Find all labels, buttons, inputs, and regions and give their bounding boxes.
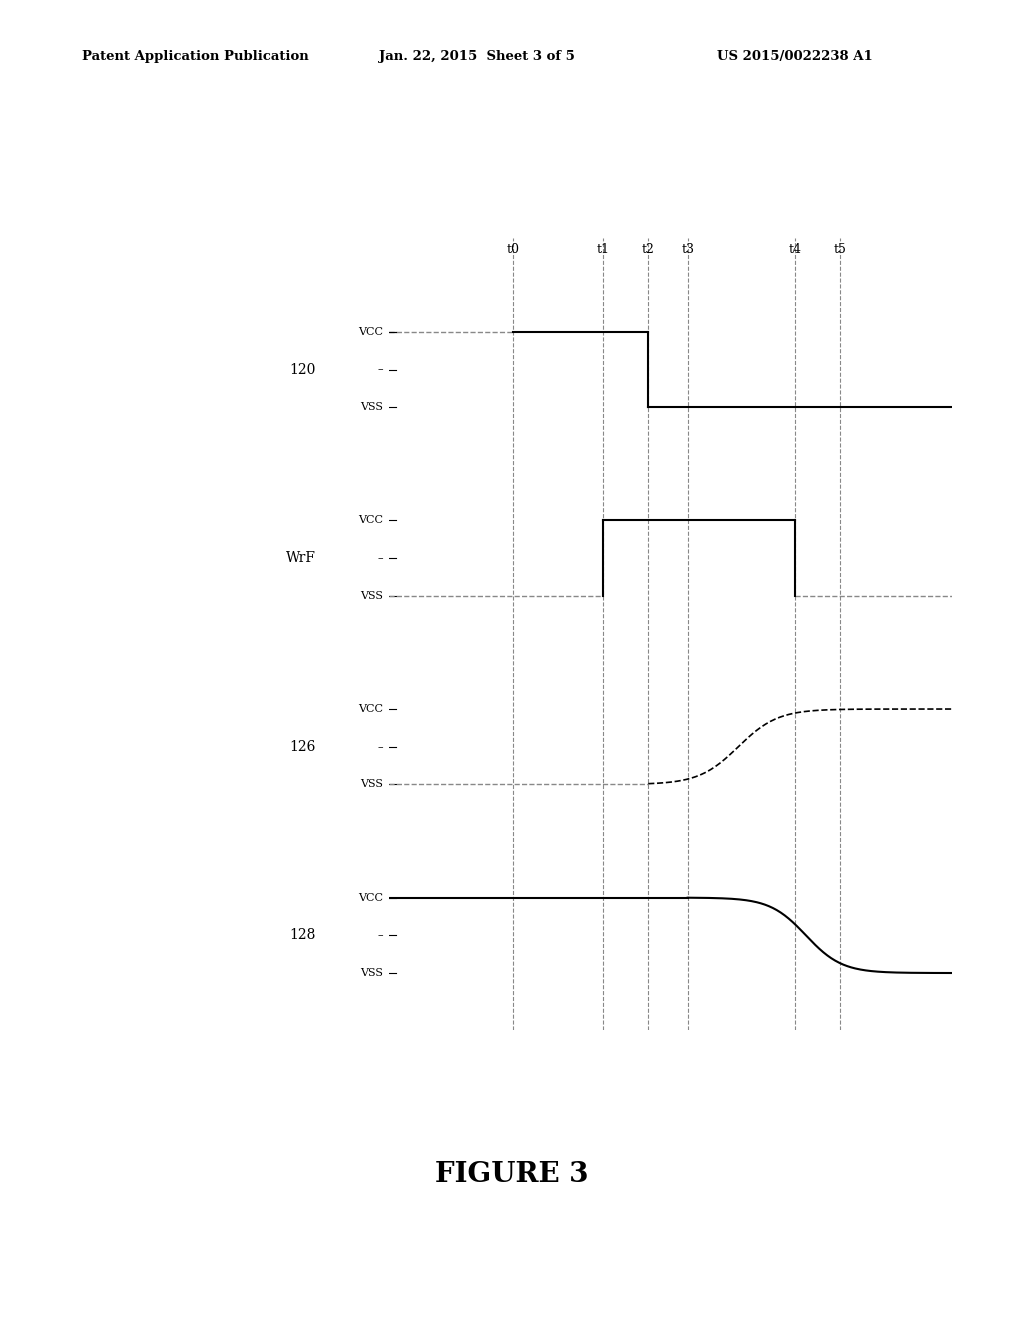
Text: VSS: VSS <box>360 591 383 601</box>
Text: t2: t2 <box>642 243 654 256</box>
Text: t1: t1 <box>597 243 609 256</box>
Text: –: – <box>378 553 383 564</box>
Text: VSS: VSS <box>360 968 383 978</box>
Text: VCC: VCC <box>358 327 383 337</box>
Text: VCC: VCC <box>358 515 383 525</box>
Text: WrF: WrF <box>286 552 315 565</box>
Text: –: – <box>378 364 383 375</box>
Text: FIGURE 3: FIGURE 3 <box>435 1162 589 1188</box>
Text: 128: 128 <box>290 928 315 942</box>
Text: US 2015/0022238 A1: US 2015/0022238 A1 <box>717 50 872 63</box>
Text: –: – <box>378 931 383 940</box>
Text: Jan. 22, 2015  Sheet 3 of 5: Jan. 22, 2015 Sheet 3 of 5 <box>379 50 574 63</box>
Text: VSS: VSS <box>360 779 383 789</box>
Text: VCC: VCC <box>358 892 383 903</box>
Text: t0: t0 <box>507 243 519 256</box>
Text: 126: 126 <box>290 739 315 754</box>
Text: VCC: VCC <box>358 704 383 714</box>
Text: 120: 120 <box>290 363 315 376</box>
Text: t3: t3 <box>681 243 694 256</box>
Text: t4: t4 <box>788 243 801 256</box>
Text: VSS: VSS <box>360 403 383 412</box>
Text: Patent Application Publication: Patent Application Publication <box>82 50 308 63</box>
Text: –: – <box>378 742 383 752</box>
Text: t5: t5 <box>834 243 846 256</box>
